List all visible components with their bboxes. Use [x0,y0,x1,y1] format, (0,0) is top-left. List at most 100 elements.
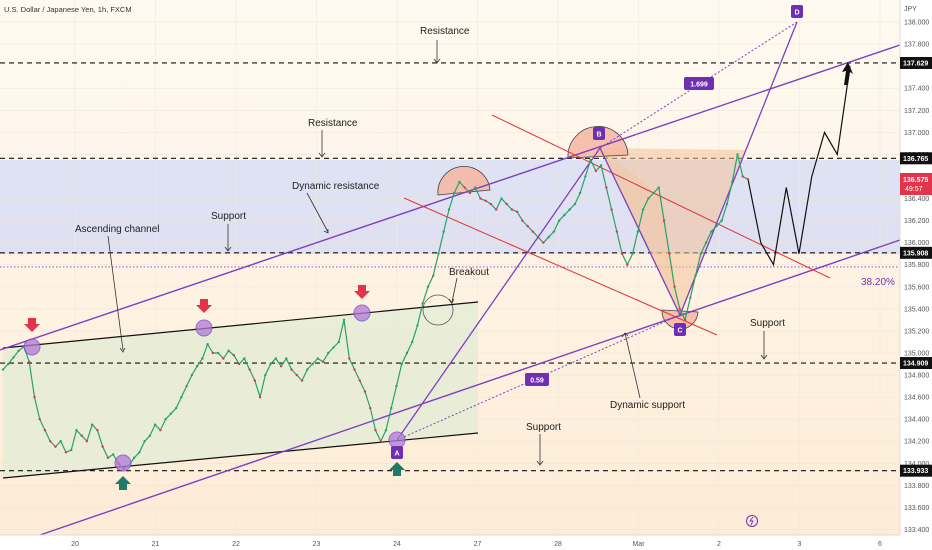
price-point [610,208,613,211]
price-point [159,429,162,432]
price-point [442,230,445,233]
price-point [521,219,524,222]
support-label-right: Support [750,318,785,329]
price-point [626,263,629,266]
price-point [432,274,435,277]
level-tag-label: 137.629 [903,60,928,67]
price-point [348,357,351,360]
fib-ratio-1699 [684,77,714,90]
price-point [678,307,681,311]
price-point [143,440,146,443]
current-price-tag: 136.575 49:57 [900,173,932,195]
dynamic-resistance-label: Dynamic resistance [292,181,380,192]
fib-level-label: 38.20% [861,277,895,288]
abcd-pattern [396,21,798,441]
time-axis[interactable]: 20 21 22 23 24 27 28 Mar 2 3 6 [71,541,882,548]
price-point [253,379,257,382]
price-point [59,440,62,443]
resistance-arc-2 [567,126,629,159]
price-point [704,241,708,244]
y-tick-label: 135.400 [904,306,929,313]
price-axis[interactable]: 138.000137.800137.400137.200137.000136.8… [904,20,929,534]
level-tag-label: 135.908 [903,250,928,257]
dynamic-support-label: Dynamic support [610,400,685,411]
price-point [327,351,330,355]
price-point [243,357,246,360]
fib-ratio-059-label: 0.59 [530,378,544,385]
arrow-up-icon [115,476,131,490]
y-tick-label: 133.800 [904,483,929,490]
price-point [17,349,20,352]
arrow-up-icon [842,62,853,85]
x-tick-label: 22 [232,541,240,548]
currency-label: JPY [904,6,917,13]
channel-upper-line [2,301,479,349]
price-point [547,235,550,239]
price-point [237,362,241,366]
price-point [80,434,83,437]
price-point [479,197,482,200]
price-point [290,368,293,371]
price-point [369,406,372,410]
tag-b-label: B [596,132,601,139]
y-tick-label: 135.000 [904,350,929,357]
price-point [75,429,78,432]
price-point [736,153,739,156]
price-point [526,224,529,228]
price-point [111,453,115,456]
dynamic-support-line [39,239,901,536]
price-point [38,417,41,421]
y-tick-label: 136.400 [904,196,929,203]
price-point [132,456,136,459]
y-tick-label: 134.200 [904,439,929,446]
y-tick-label: 136.200 [904,218,929,225]
price-point [657,186,661,189]
price-point [148,434,152,437]
level-tag [900,246,932,259]
price-point [741,175,744,178]
price-point [353,368,356,371]
price-point [725,202,729,206]
x-tick-label: 20 [71,541,79,548]
y-tick-label: 133.400 [904,527,929,534]
y-tick-label: 133.600 [904,505,929,512]
price-point [264,373,267,377]
price-point [169,412,173,415]
arrow-down-icon [196,299,212,313]
level-tag [900,464,932,477]
tag-d [791,5,803,18]
price-point [258,395,262,399]
y-tick-label: 134.400 [904,417,929,424]
price-point [426,285,430,289]
price-point [358,379,361,382]
swing-point-5 [388,431,406,449]
scroll-icon[interactable] [746,515,758,527]
price-point [70,448,73,452]
x-tick-label: 2 [717,541,721,548]
level-tag [900,152,932,165]
level-tag-label: 133.933 [903,468,928,475]
arrow-down-icon [24,318,40,332]
y-tick-label: 134.600 [904,395,929,402]
price-point [510,208,514,211]
y-tick-label: 138.000 [904,20,929,27]
price-point [668,252,671,255]
price-point [652,191,655,195]
price-point [390,406,393,410]
price-point [416,324,419,327]
price-point [274,357,278,360]
price-point [227,349,230,352]
grid [0,0,900,535]
price-point [689,296,692,300]
price-point [531,230,535,233]
price-point [174,406,178,410]
x-tick-label: Mar [632,541,645,548]
fib-line-ac [396,314,681,441]
tag-c [674,323,686,336]
y-tick-label: 135.200 [904,328,929,335]
price-point [405,351,409,355]
price-point [505,202,508,206]
price-point [615,230,619,233]
cd-wing-fill [600,148,745,315]
price-point [342,318,346,322]
